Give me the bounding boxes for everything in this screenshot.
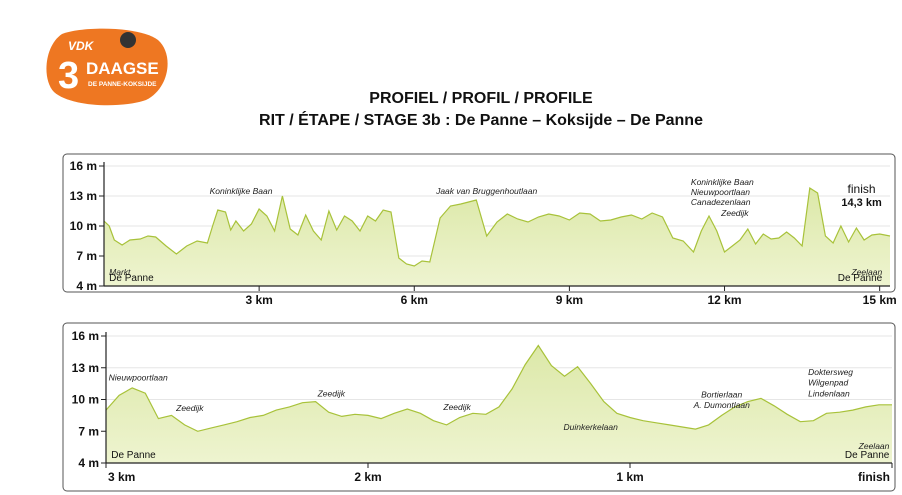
profile-chart-finish: 16 m 13 m 10 m 7 m 4 m 3 km 2 km 1 km finish Nieu… xyxy=(62,322,896,492)
y-tick-label: 10 m xyxy=(72,393,99,407)
x-tick-label: 1 km xyxy=(616,470,643,484)
street-label: Zeelaan xyxy=(858,441,890,451)
y-tick-label: 7 m xyxy=(78,424,99,438)
elevation-area xyxy=(106,345,892,463)
street-label: Wilgenpad xyxy=(808,378,848,388)
street-label: Lindenlaan xyxy=(808,388,850,398)
street-label: Bortierlaan xyxy=(701,389,742,399)
x-tick-label: 15 km xyxy=(863,293,897,307)
logo-word: DAAGSE xyxy=(86,59,159,78)
street-label: Zeedijk xyxy=(175,403,204,413)
street-label: Canadezenlaan xyxy=(691,197,751,207)
street-label: Nieuwpoortlaan xyxy=(109,372,168,382)
y-tick-label: 4 m xyxy=(78,456,99,470)
stage-title: RIT / ÉTAPE / STAGE 3b : De Panne – Koks… xyxy=(259,112,703,129)
profile-title: PROFIEL / PROFIL / PROFILE xyxy=(369,90,593,107)
place-label: De Panne xyxy=(109,273,154,284)
place-label: De Panne xyxy=(111,450,156,461)
x-tick-label: 9 km xyxy=(556,293,583,307)
x-tick-label: 6 km xyxy=(401,293,428,307)
logo-subline: DE PANNE-KOKSIJDE xyxy=(88,81,157,88)
y-tick-label: 16 m xyxy=(70,159,97,173)
place-label: De Panne xyxy=(845,450,890,461)
elevation-area xyxy=(104,188,890,286)
street-label: Koninklijke Baan xyxy=(210,186,273,196)
y-tick-label: 16 m xyxy=(72,329,99,343)
street-label: Doktersweg xyxy=(808,367,853,377)
street-label: Jaak van Bruggenhoutlaan xyxy=(435,186,537,196)
race-logo: VDK 3 DAAGSE DE PANNE-KOKSIJDE xyxy=(46,28,168,106)
x-tick-label: finish xyxy=(858,470,890,484)
street-label: Zeedijk xyxy=(720,208,749,218)
profile-chart-full: 16 m 13 m 10 m 7 m 4 m 3 km 6 km 9 km 12 km 15 km… xyxy=(62,153,897,307)
street-label: Markt xyxy=(109,267,131,277)
elevation-line xyxy=(103,186,891,267)
street-label: Koninklijke Baan xyxy=(691,177,754,187)
y-tick-label: 4 m xyxy=(76,279,97,293)
x-tick-label: 2 km xyxy=(354,470,381,484)
x-tick-label: 3 km xyxy=(245,293,272,307)
y-tick-label: 13 m xyxy=(72,361,99,375)
street-label: Zeelaan xyxy=(851,267,883,277)
logo-shape xyxy=(46,28,168,106)
logo-number: 3 xyxy=(58,55,79,97)
x-tick-label: 3 km xyxy=(108,470,135,484)
elevation-line xyxy=(105,344,892,432)
place-label: De Panne xyxy=(838,273,883,284)
street-label: A. Dumontlaan xyxy=(693,400,750,410)
y-tick-label: 10 m xyxy=(70,219,97,233)
street-label: Duinkerkelaan xyxy=(564,422,619,432)
finish-label: finish xyxy=(848,182,876,196)
street-label: Nieuwpoortlaan xyxy=(691,187,750,197)
street-label: Zeedijk xyxy=(317,388,346,398)
street-label: Zeedijk xyxy=(442,402,471,412)
y-tick-label: 7 m xyxy=(76,249,97,263)
logo-brand: VDK xyxy=(68,39,95,53)
x-tick-label: 12 km xyxy=(708,293,742,307)
finish-label: 14,3 km xyxy=(841,197,882,209)
logo-helmet-icon xyxy=(120,32,136,48)
y-tick-label: 13 m xyxy=(70,189,97,203)
